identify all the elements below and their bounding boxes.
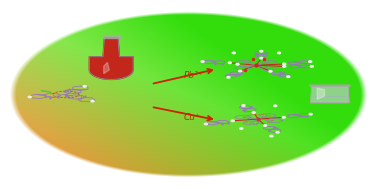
Circle shape	[83, 86, 86, 87]
Circle shape	[310, 66, 313, 67]
Circle shape	[236, 64, 239, 65]
Circle shape	[264, 125, 267, 126]
Circle shape	[28, 96, 31, 98]
Polygon shape	[104, 62, 109, 74]
Circle shape	[287, 76, 290, 77]
Circle shape	[201, 61, 204, 62]
Circle shape	[227, 77, 230, 78]
Circle shape	[270, 135, 273, 137]
Text: Pb²⁺: Pb²⁺	[184, 71, 203, 80]
Circle shape	[309, 61, 312, 62]
Circle shape	[283, 66, 286, 67]
Polygon shape	[89, 38, 133, 79]
Circle shape	[277, 52, 280, 54]
Circle shape	[204, 123, 207, 125]
Circle shape	[274, 105, 277, 107]
Circle shape	[283, 63, 286, 65]
Circle shape	[231, 120, 234, 122]
Circle shape	[309, 113, 312, 115]
Circle shape	[260, 50, 263, 52]
Circle shape	[240, 128, 243, 129]
Circle shape	[232, 52, 235, 54]
Circle shape	[239, 70, 242, 72]
Polygon shape	[103, 35, 120, 38]
Circle shape	[242, 105, 245, 106]
Polygon shape	[317, 88, 325, 99]
Polygon shape	[310, 85, 350, 87]
Circle shape	[91, 100, 94, 102]
Text: Cu⁺: Cu⁺	[184, 113, 200, 122]
Circle shape	[276, 132, 279, 133]
Circle shape	[260, 57, 263, 59]
Circle shape	[252, 112, 255, 113]
Circle shape	[228, 62, 231, 64]
Circle shape	[269, 71, 272, 72]
Circle shape	[282, 117, 285, 118]
Polygon shape	[89, 38, 133, 79]
Polygon shape	[311, 87, 349, 102]
